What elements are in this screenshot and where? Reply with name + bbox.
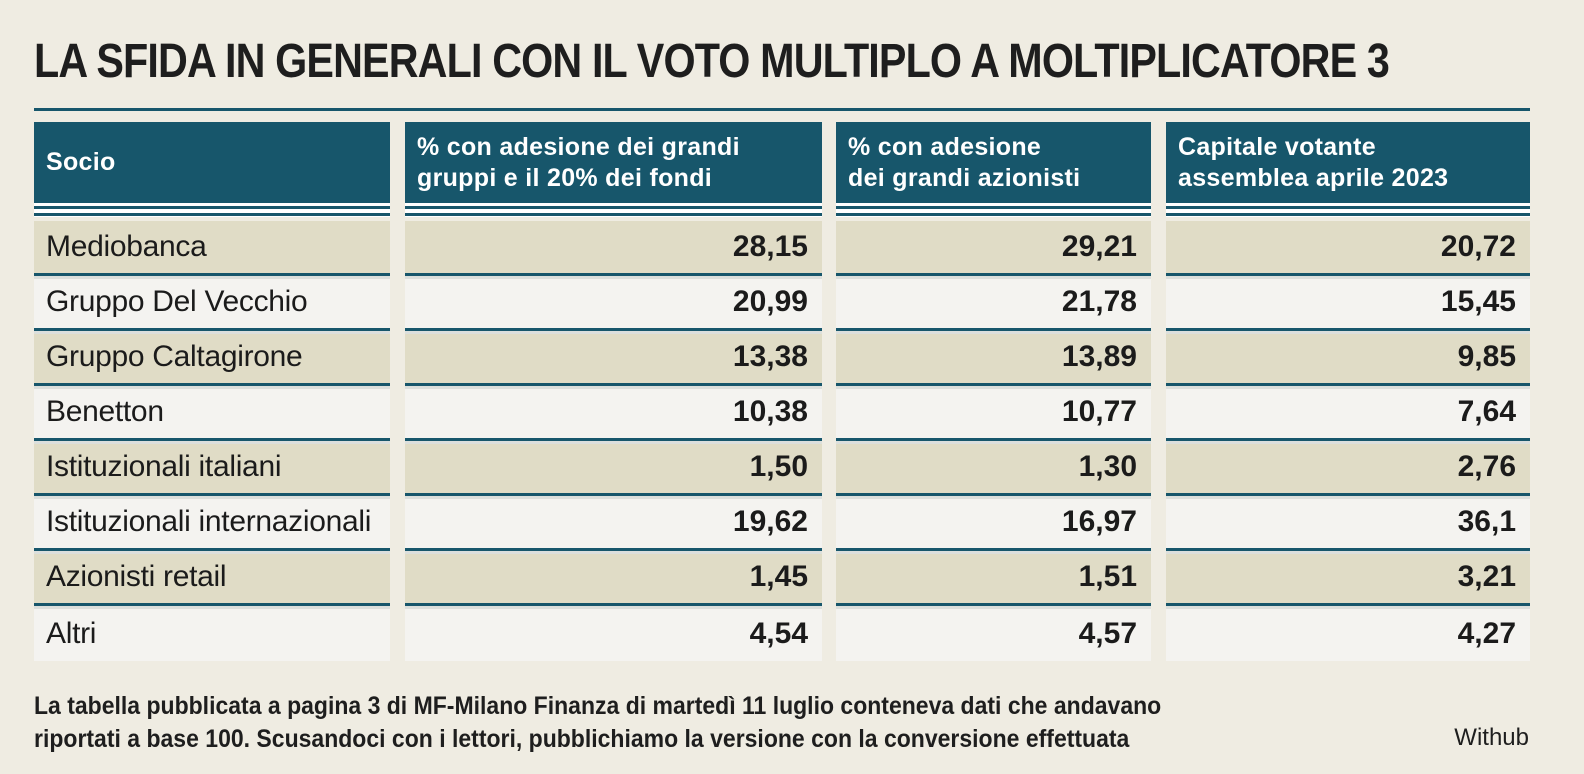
column-header-line: assemblea aprile 2023	[1178, 164, 1449, 192]
table-column-0: Socio Mediobanca Gruppo Del Vecchio Gruppo …	[34, 122, 390, 661]
column-header-line: Socio	[46, 148, 116, 176]
note-line-2: riportati a base 100. Scusandoci con i l…	[34, 725, 1130, 753]
table-cell: 2,76	[1166, 441, 1530, 496]
row-label: Gruppo Caltagirone	[34, 331, 390, 386]
column-header: Socio	[34, 122, 390, 203]
column-header-line: % con adesione	[848, 133, 1042, 161]
column-header: % con adesione dei grandi gruppi e il 20%…	[405, 122, 822, 203]
table-cell: 20,99	[405, 276, 822, 331]
header-separator	[405, 203, 822, 217]
row-label: Benetton	[34, 386, 390, 441]
correction-note: La tabella pubblicata a pagina 3 di MF-M…	[34, 690, 1248, 756]
column-header-line: gruppi e il 20% dei fondi	[417, 164, 713, 192]
table-cell: 9,85	[1166, 331, 1530, 386]
table-cell: 29,21	[836, 221, 1151, 276]
row-label: Gruppo Del Vecchio	[34, 276, 390, 331]
header-separator	[34, 203, 390, 217]
row-label: Altri	[34, 606, 390, 661]
title-rule	[34, 108, 1530, 111]
table-cell: 36,1	[1166, 496, 1530, 551]
row-label: Istituzionali italiani	[34, 441, 390, 496]
table-cell: 1,50	[405, 441, 822, 496]
table-cell: 21,78	[836, 276, 1151, 331]
row-label: Mediobanca	[34, 221, 390, 276]
source-credit: Withub	[1454, 724, 1529, 751]
table-cell: 15,45	[1166, 276, 1530, 331]
table-cell: 13,89	[836, 331, 1151, 386]
table-cell: 28,15	[405, 221, 822, 276]
column-header: % con adesione dei grandi azionisti	[836, 122, 1151, 203]
table-cell: 16,97	[836, 496, 1151, 551]
table-cell: 10,77	[836, 386, 1151, 441]
header-separator	[836, 203, 1151, 217]
table-column-1: % con adesione dei grandi gruppi e il 20%…	[405, 122, 822, 661]
table-cell: 19,62	[405, 496, 822, 551]
table-cell: 1,45	[405, 551, 822, 606]
row-label: Azionisti retail	[34, 551, 390, 606]
column-header-line: Capitale votante	[1178, 133, 1376, 161]
table-cell: 3,21	[1166, 551, 1530, 606]
table-cell: 7,64	[1166, 386, 1530, 441]
chart-title: LA SFIDA IN GENERALI CON IL VOTO MULTIPL…	[34, 35, 1390, 88]
table-cell: 13,38	[405, 331, 822, 386]
column-header-line: % con adesione dei grandi	[417, 133, 740, 161]
table-column-3: Capitale votante assemblea aprile 2023 20,…	[1166, 122, 1530, 661]
table-cell: 20,72	[1166, 221, 1530, 276]
table-cell: 4,57	[836, 606, 1151, 661]
table-cell: 10,38	[405, 386, 822, 441]
table-cell: 4,27	[1166, 606, 1530, 661]
row-label: Istituzionali internazionali	[34, 496, 390, 551]
table-column-2: % con adesione dei grandi azionisti 29,21 2…	[836, 122, 1151, 661]
column-header-line: dei grandi azionisti	[848, 164, 1081, 192]
table-cell: 1,51	[836, 551, 1151, 606]
table-cell: 4,54	[405, 606, 822, 661]
column-header: Capitale votante assemblea aprile 2023	[1166, 122, 1530, 203]
table-cell: 1,30	[836, 441, 1151, 496]
header-separator	[1166, 203, 1530, 217]
note-line-1: La tabella pubblicata a pagina 3 di MF-M…	[34, 692, 1162, 720]
